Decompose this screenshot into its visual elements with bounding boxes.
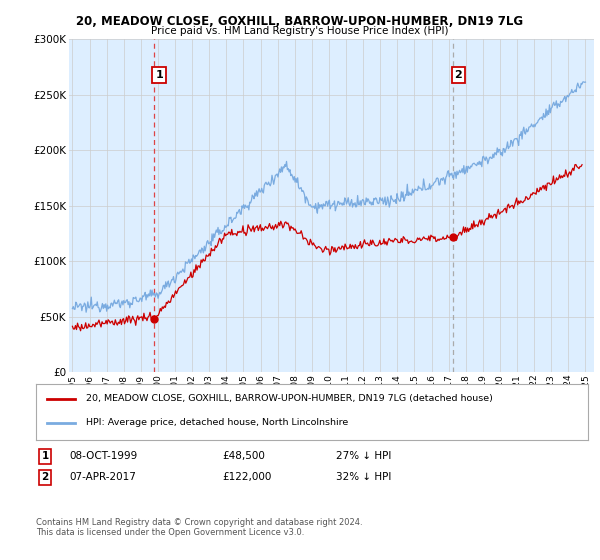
Text: 07-APR-2017: 07-APR-2017: [69, 472, 136, 482]
Text: £122,000: £122,000: [222, 472, 271, 482]
Text: 08-OCT-1999: 08-OCT-1999: [69, 451, 137, 461]
Text: 1: 1: [41, 451, 49, 461]
Text: 32% ↓ HPI: 32% ↓ HPI: [336, 472, 391, 482]
Text: 27% ↓ HPI: 27% ↓ HPI: [336, 451, 391, 461]
Text: 20, MEADOW CLOSE, GOXHILL, BARROW-UPON-HUMBER, DN19 7LG (detached house): 20, MEADOW CLOSE, GOXHILL, BARROW-UPON-H…: [86, 394, 493, 403]
Text: £48,500: £48,500: [222, 451, 265, 461]
Text: Price paid vs. HM Land Registry's House Price Index (HPI): Price paid vs. HM Land Registry's House …: [151, 26, 449, 36]
Text: HPI: Average price, detached house, North Lincolnshire: HPI: Average price, detached house, Nort…: [86, 418, 348, 427]
Text: 2: 2: [455, 70, 462, 80]
Text: Contains HM Land Registry data © Crown copyright and database right 2024.
This d: Contains HM Land Registry data © Crown c…: [36, 518, 362, 538]
Text: 1: 1: [155, 70, 163, 80]
Text: 2: 2: [41, 472, 49, 482]
Text: 20, MEADOW CLOSE, GOXHILL, BARROW-UPON-HUMBER, DN19 7LG: 20, MEADOW CLOSE, GOXHILL, BARROW-UPON-H…: [76, 15, 524, 28]
